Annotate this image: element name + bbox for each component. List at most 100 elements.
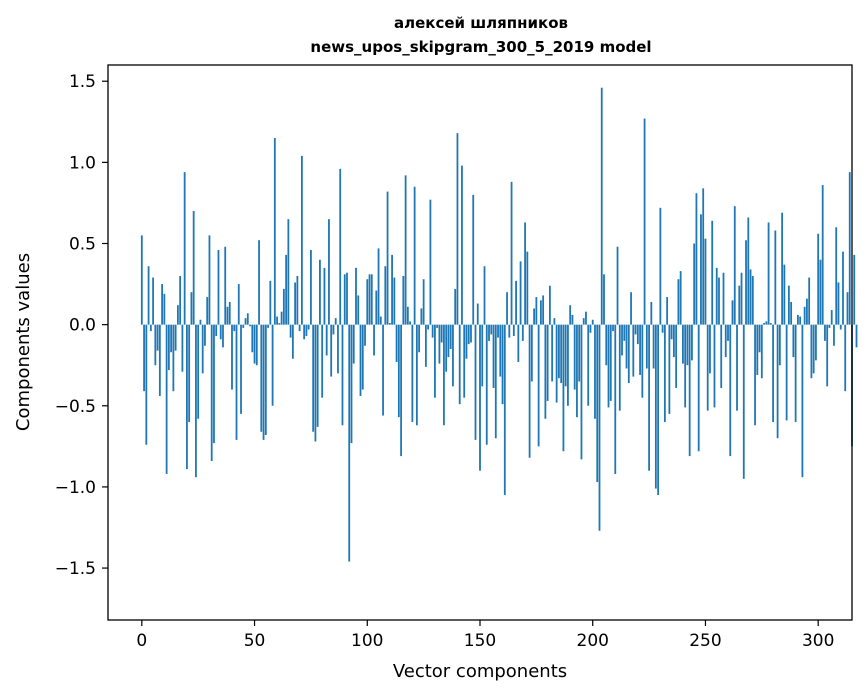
- bar: [682, 324, 684, 364]
- bar: [434, 324, 436, 398]
- bar: [208, 235, 211, 325]
- bar: [424, 324, 427, 367]
- bar: [598, 324, 601, 531]
- bar: [273, 138, 276, 325]
- bar: [172, 324, 175, 392]
- bar: [625, 324, 628, 369]
- bar: [537, 324, 540, 447]
- bar: [614, 324, 617, 474]
- y-axis-label: Components values: [13, 253, 34, 431]
- bar: [325, 324, 328, 356]
- bar: [846, 292, 849, 325]
- y-tick-label: 0.0: [69, 316, 96, 336]
- bar: [244, 318, 247, 325]
- bar: [704, 238, 707, 325]
- y-axis-ticks: 1.5 1.0 0.5 0.0 −0.5 −1.0 −1.5: [55, 72, 108, 579]
- bar: [440, 324, 443, 343]
- bar: [188, 324, 191, 423]
- bar: [535, 297, 538, 325]
- bar: [794, 324, 797, 423]
- bar: [815, 324, 817, 361]
- bar: [738, 285, 741, 325]
- bar: [447, 324, 450, 358]
- bar: [582, 318, 585, 325]
- bar: [758, 324, 761, 353]
- bar: [745, 240, 747, 325]
- bar: [733, 206, 736, 325]
- bar: [470, 324, 472, 343]
- bar: [510, 181, 513, 325]
- bar: [303, 324, 306, 340]
- bar: [167, 324, 170, 371]
- bar: [384, 266, 387, 325]
- bar: [747, 217, 750, 325]
- x-tick-label: 300: [802, 631, 834, 651]
- bar: [176, 305, 179, 325]
- bar: [596, 324, 599, 483]
- bar: [695, 193, 698, 325]
- bar: [772, 324, 774, 423]
- bar: [474, 324, 477, 440]
- bar: [456, 133, 459, 325]
- bar: [355, 267, 357, 325]
- bar: [481, 324, 484, 387]
- bar: [569, 305, 572, 325]
- bar: [672, 324, 675, 358]
- bar: [697, 324, 700, 452]
- bar: [199, 319, 202, 325]
- bar: [740, 272, 743, 325]
- bar: [803, 306, 806, 325]
- bar: [152, 277, 154, 325]
- bar: [587, 324, 590, 406]
- bar: [222, 324, 224, 348]
- bar: [659, 207, 662, 325]
- bar: [361, 324, 364, 390]
- bar: [339, 168, 342, 325]
- bar: [830, 310, 833, 325]
- bar: [147, 266, 150, 325]
- bar: [521, 324, 524, 341]
- bar: [375, 290, 378, 325]
- bar: [467, 324, 470, 345]
- bar: [600, 87, 603, 325]
- bar: [546, 324, 549, 401]
- bar: [751, 275, 754, 325]
- chart-subtitle: news_upos_skipgram_300_5_2019 model: [310, 38, 651, 56]
- bar: [359, 324, 362, 397]
- bar: [630, 292, 632, 325]
- bar: [271, 324, 274, 406]
- bar: [700, 214, 702, 325]
- bar: [163, 293, 166, 325]
- bar: [548, 285, 551, 325]
- x-tick-label: 50: [244, 631, 266, 651]
- bar: [215, 324, 218, 337]
- bar: [519, 261, 522, 325]
- bar: [174, 324, 177, 351]
- bar: [844, 324, 847, 392]
- bar: [431, 324, 434, 338]
- bar: [589, 324, 592, 333]
- bar: [720, 324, 723, 388]
- bar: [312, 324, 315, 432]
- bar: [379, 316, 382, 325]
- bar: [213, 324, 215, 444]
- bar: [235, 324, 238, 440]
- bar: [661, 324, 664, 333]
- bar: [711, 220, 714, 325]
- bar: [476, 303, 479, 325]
- bar: [300, 155, 303, 325]
- bar: [170, 324, 173, 353]
- bar: [454, 288, 457, 325]
- bar: [512, 324, 515, 337]
- bar: [679, 271, 682, 325]
- bar: [817, 233, 820, 325]
- bar: [729, 324, 732, 457]
- bar: [438, 324, 441, 364]
- bar: [488, 324, 490, 341]
- bar: [824, 324, 826, 341]
- bar: [641, 324, 644, 398]
- bar: [334, 318, 337, 325]
- bar: [790, 301, 793, 325]
- bar: [427, 324, 430, 330]
